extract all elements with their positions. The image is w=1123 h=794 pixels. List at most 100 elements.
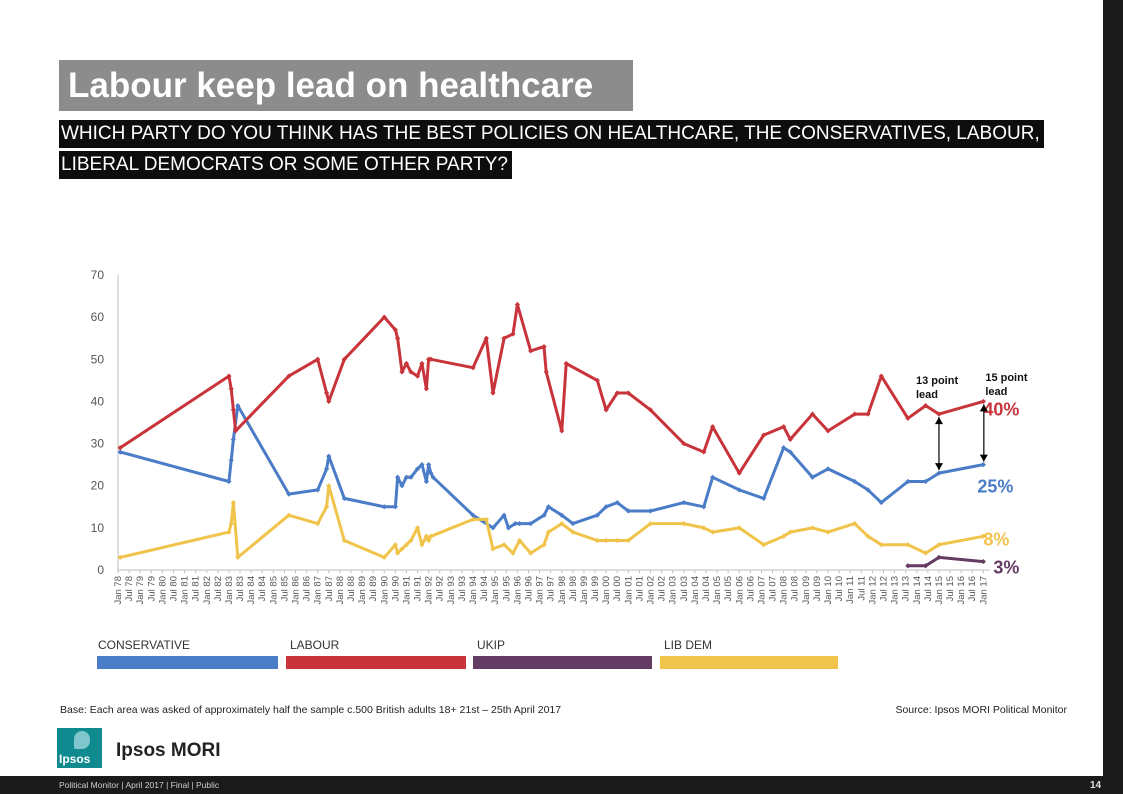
data-point-lib-dem	[483, 516, 489, 523]
lead-arrow-head-down-icon	[934, 463, 943, 471]
x-tick-label: Jul 11	[856, 576, 867, 601]
legend-swatch-ukip	[473, 656, 652, 669]
data-point-conservative	[414, 466, 421, 472]
data-point-lib-dem	[625, 537, 631, 544]
y-tick-label: 10	[91, 521, 105, 535]
x-tick-label: Jul 84	[257, 576, 268, 601]
x-tick-label: Jan 17	[978, 576, 989, 605]
series-line-conservative	[118, 404, 985, 530]
x-tick-label: Jul 90	[390, 576, 401, 601]
data-point-lib-dem	[414, 525, 421, 531]
data-point-conservative	[228, 457, 234, 464]
x-tick-label: Jan 81	[180, 576, 191, 605]
data-point-conservative	[736, 487, 742, 493]
data-point-lib-dem	[852, 521, 858, 527]
x-tick-label: Jan 99	[579, 576, 590, 605]
data-point-lib-dem	[470, 516, 476, 523]
x-tick-label: Jan 02	[646, 576, 657, 605]
data-point-lib-dem	[923, 550, 929, 556]
page-title: Labour keep lead on healthcare	[59, 60, 633, 111]
data-point-labour	[514, 301, 520, 308]
data-point-labour	[701, 449, 707, 455]
base-note: Base: Each area was asked of approximate…	[60, 704, 562, 716]
x-tick-label: Jan 00	[601, 576, 612, 605]
lead-annotation-line2: lead	[916, 389, 938, 401]
x-tick-label: Jul 87	[324, 576, 335, 601]
data-point-labour	[559, 428, 565, 434]
x-tick-label: Jul 93	[457, 576, 468, 601]
x-tick-label: Jan 95	[490, 576, 501, 605]
data-point-lib-dem	[545, 529, 552, 535]
end-label-conservative: 25%	[977, 477, 1013, 497]
data-point-conservative	[923, 478, 929, 485]
data-point-labour	[852, 411, 858, 417]
data-point-labour	[905, 415, 911, 421]
data-point-lib-dem	[423, 533, 430, 539]
data-point-lib-dem	[528, 550, 534, 556]
x-tick-label: Jan 82	[202, 576, 213, 605]
legend-swatch-labour	[286, 656, 466, 669]
data-point-labour	[980, 398, 986, 405]
x-tick-label: Jan 91	[401, 576, 412, 605]
data-point-conservative	[541, 512, 547, 518]
x-tick-label: Jul 04	[701, 576, 712, 601]
y-tick-label: 30	[91, 437, 105, 451]
lead-annotation-line1: 13 point	[916, 375, 959, 387]
data-point-lib-dem	[230, 499, 236, 506]
data-point-conservative	[419, 462, 425, 468]
data-point-lib-dem	[228, 521, 234, 527]
data-point-lib-dem	[736, 525, 742, 531]
legend-swatch-conservative	[97, 656, 278, 669]
question-text-line-1: WHICH PARTY DO YOU THINK HAS THE BEST PO…	[59, 120, 1044, 148]
x-tick-label: Jul 01	[634, 576, 645, 601]
data-point-lib-dem	[286, 512, 292, 518]
x-tick-label: Jul 07	[768, 576, 779, 601]
x-tick-label: Jul 92	[435, 576, 446, 601]
data-point-conservative	[809, 474, 816, 480]
data-point-labour	[563, 360, 569, 367]
x-tick-label: Jan 88	[335, 576, 346, 605]
data-point-lib-dem	[787, 529, 793, 535]
x-tick-label: Jan 07	[756, 576, 767, 605]
data-point-lib-dem	[781, 533, 787, 539]
data-point-labour	[403, 360, 410, 367]
lead-annotation-line2: lead	[985, 386, 1007, 398]
x-tick-label: Jan 05	[712, 576, 723, 605]
data-point-labour	[428, 356, 434, 362]
x-tick-label: Jan 04	[690, 576, 701, 605]
x-tick-label: Jul 85	[279, 576, 290, 601]
x-tick-label: Jul 96	[523, 576, 534, 601]
data-point-lib-dem	[326, 483, 332, 489]
x-tick-label: Jul 94	[479, 576, 490, 601]
y-tick-label: 70	[91, 268, 105, 282]
data-point-conservative	[490, 525, 496, 531]
data-point-lib-dem	[809, 525, 816, 531]
data-point-lib-dem	[825, 529, 831, 535]
data-point-conservative	[423, 478, 430, 485]
x-tick-label: Jan 16	[956, 576, 967, 605]
data-point-conservative	[681, 499, 687, 506]
x-tick-label: Jul 91	[413, 576, 424, 601]
data-point-conservative	[545, 504, 552, 510]
data-point-lib-dem	[647, 521, 654, 527]
data-point-labour	[232, 428, 239, 434]
x-tick-label: Jan 83	[224, 576, 235, 605]
x-tick-label: Jan 98	[557, 576, 568, 605]
data-point-labour	[781, 424, 787, 430]
data-point-labour	[510, 331, 516, 337]
data-point-conservative	[852, 478, 858, 485]
data-point-lib-dem	[419, 542, 425, 548]
x-tick-label: Jul 03	[679, 576, 690, 601]
data-point-conservative	[326, 453, 332, 459]
data-point-lib-dem	[510, 550, 516, 556]
x-tick-label: Jul 88	[346, 576, 357, 601]
data-point-labour	[625, 390, 631, 396]
data-point-lib-dem	[980, 533, 986, 539]
data-point-labour	[594, 377, 600, 383]
data-point-lib-dem	[341, 537, 347, 544]
x-tick-label: Jan 11	[845, 576, 856, 604]
series-line-ukip	[906, 555, 985, 568]
data-point-labour	[117, 445, 123, 451]
x-tick-label: Jul 08	[790, 576, 801, 601]
x-tick-label: Jul 98	[568, 576, 579, 601]
